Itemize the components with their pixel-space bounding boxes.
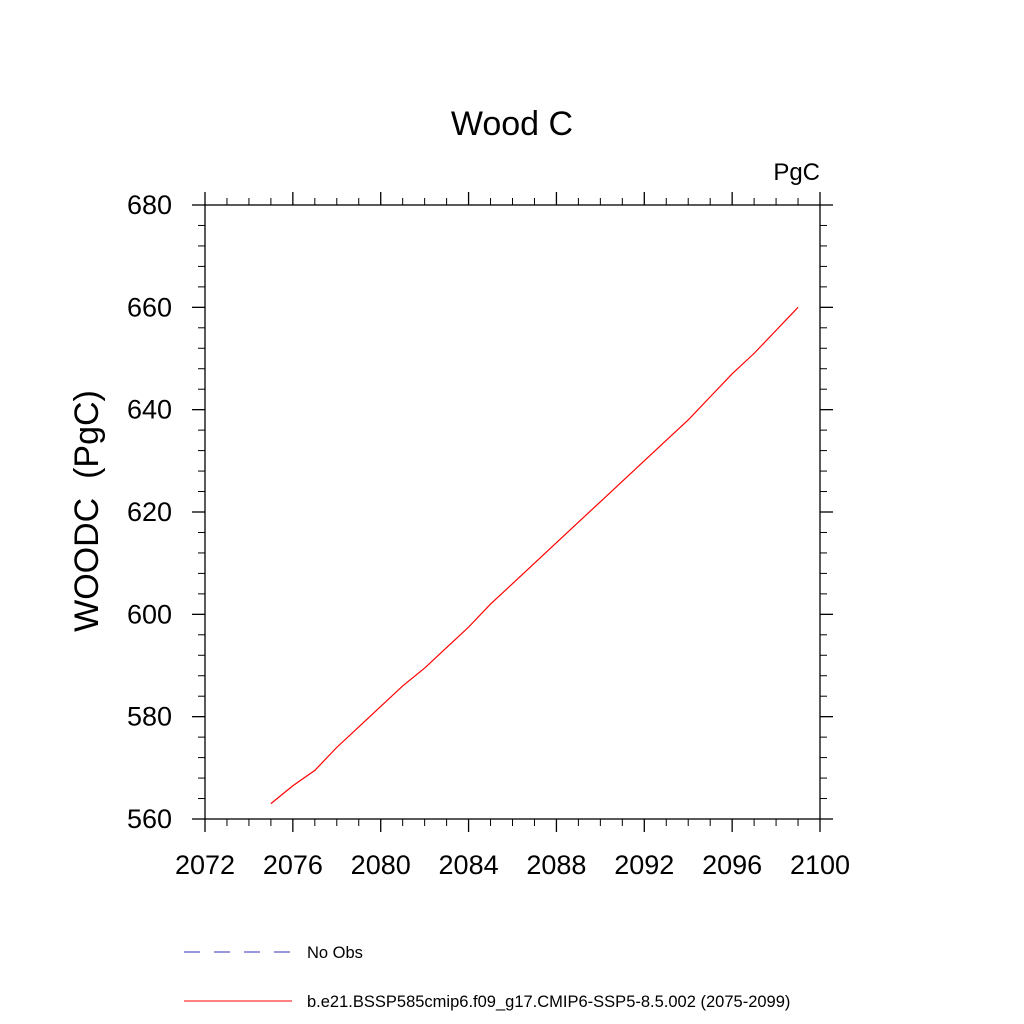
- x-axis-ticks: 2072 2076 2080 2084 2088 2092 2096 2100: [175, 192, 850, 880]
- x-tick-label: 2092: [614, 850, 674, 880]
- x-tick-label: 2084: [439, 850, 499, 880]
- y-axis-ticks: 560 580 600 620 640 660 680: [127, 190, 833, 834]
- y-tick-label: 640: [127, 395, 172, 425]
- legend: No Obs b.e21.BSSP585cmip6.f09_g17.CMIP6-S…: [184, 944, 790, 1011]
- y-tick-label: 600: [127, 599, 172, 629]
- y-axis-label: WOODC (PgC): [68, 390, 106, 632]
- x-tick-label: 2072: [175, 850, 235, 880]
- y-tick-label: 580: [127, 702, 172, 732]
- y-tick-label: 560: [127, 804, 172, 834]
- legend-label: No Obs: [307, 944, 363, 962]
- legend-label: b.e21.BSSP585cmip6.f09_g17.CMIP6-SSP5-8.…: [307, 993, 790, 1011]
- series-layer: [270, 306, 799, 805]
- x-tick-label: 2080: [351, 850, 411, 880]
- y-tick-label: 680: [127, 190, 172, 220]
- plot-area-frame: [204, 204, 821, 820]
- y-tick-label: 660: [127, 292, 172, 322]
- y-tick-label: 620: [127, 497, 172, 527]
- units-label: PgC: [773, 159, 820, 186]
- series-line: [270, 306, 799, 805]
- x-tick-label: 2076: [263, 850, 323, 880]
- x-tick-label: 2096: [702, 850, 762, 880]
- x-tick-label: 2100: [790, 850, 850, 880]
- x-tick-label: 2088: [526, 850, 586, 880]
- chart-title: Wood C: [451, 105, 573, 143]
